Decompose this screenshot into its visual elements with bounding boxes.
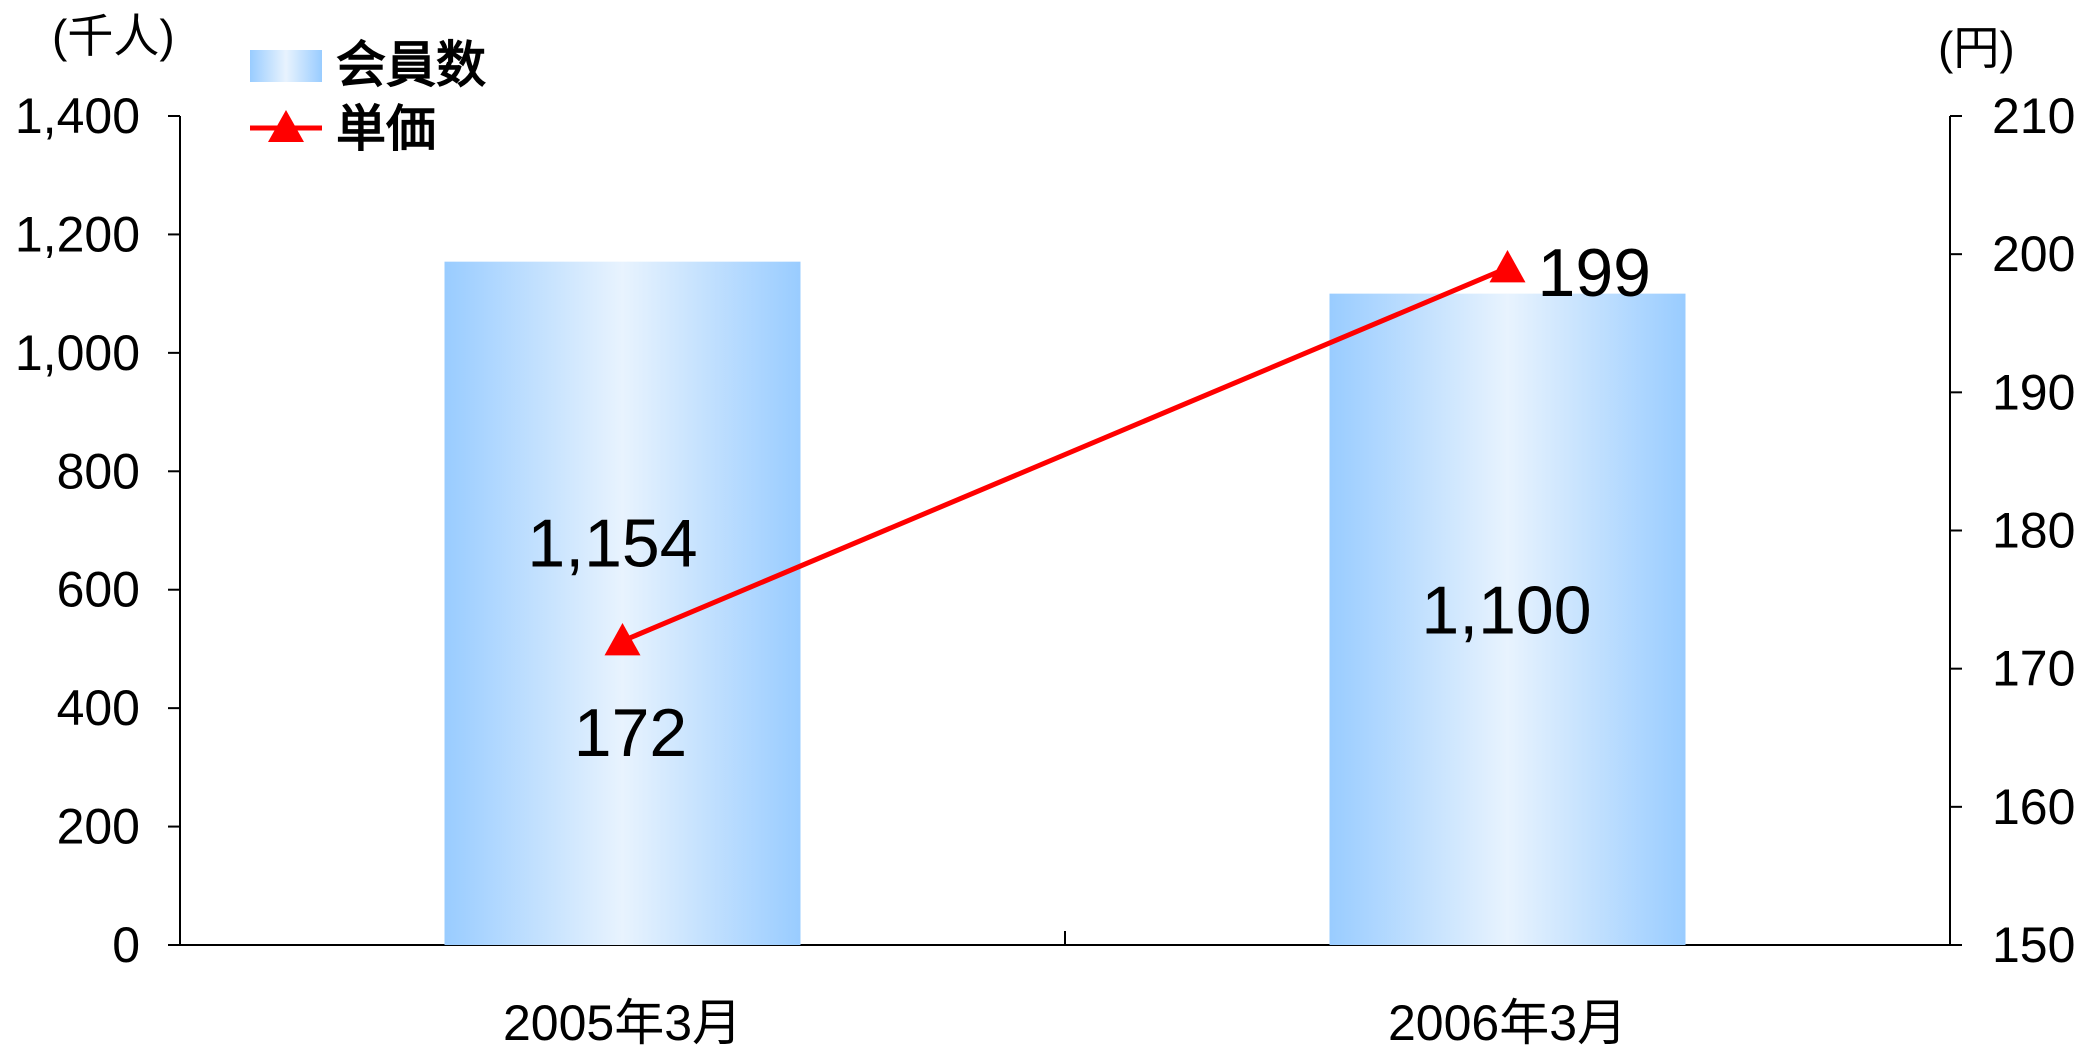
left-tick-label: 200	[57, 799, 140, 855]
left-tick-label: 400	[57, 680, 140, 736]
right-tick-label: 190	[1992, 364, 2075, 420]
axes: 0 200 400 600 800 1,000 1,200 1,400 150 160 170 180…	[15, 10, 2076, 1045]
labels: 1,154 1,100 172 199	[527, 235, 1651, 771]
right-tick-label: 210	[1992, 88, 2075, 144]
bar-value-label: 1,154	[527, 506, 697, 582]
right-tick-label: 170	[1992, 641, 2075, 697]
legend-swatch-members	[250, 50, 322, 82]
price-marker	[1489, 249, 1526, 283]
left-tick-label: 1,000	[15, 325, 140, 381]
right-tick-label: 150	[1992, 917, 2075, 973]
left-tick-label: 1,400	[15, 88, 140, 144]
legend-label-members: 会員数	[336, 36, 486, 94]
bars	[444, 261, 1686, 946]
price-line	[604, 249, 1526, 656]
legend-label-price: 単価	[336, 100, 436, 158]
right-tick-label: 200	[1992, 226, 2075, 282]
right-tick-label: 180	[1992, 503, 2075, 559]
left-tick-label: 600	[57, 562, 140, 618]
bar-members	[1329, 293, 1686, 946]
category-label: 2005年3月	[503, 995, 742, 1045]
left-tick-label: 0	[112, 917, 140, 973]
category-label: 2006年3月	[1388, 995, 1627, 1045]
bar-value-label: 1,100	[1421, 573, 1591, 649]
left-tick-label: 800	[57, 443, 140, 499]
bar-members	[444, 261, 801, 946]
right-tick-label: 160	[1992, 779, 2075, 835]
price-line-path	[621, 265, 1509, 644]
left-tick-label: 1,200	[15, 206, 140, 262]
price-marker	[604, 623, 641, 656]
left-axis-unit: (千人)	[52, 10, 175, 62]
legend-swatch-price-marker	[268, 110, 304, 142]
price-value-label: 199	[1538, 235, 1651, 311]
price-value-label: 172	[574, 695, 687, 771]
right-axis-unit: (円)	[1938, 22, 2015, 74]
